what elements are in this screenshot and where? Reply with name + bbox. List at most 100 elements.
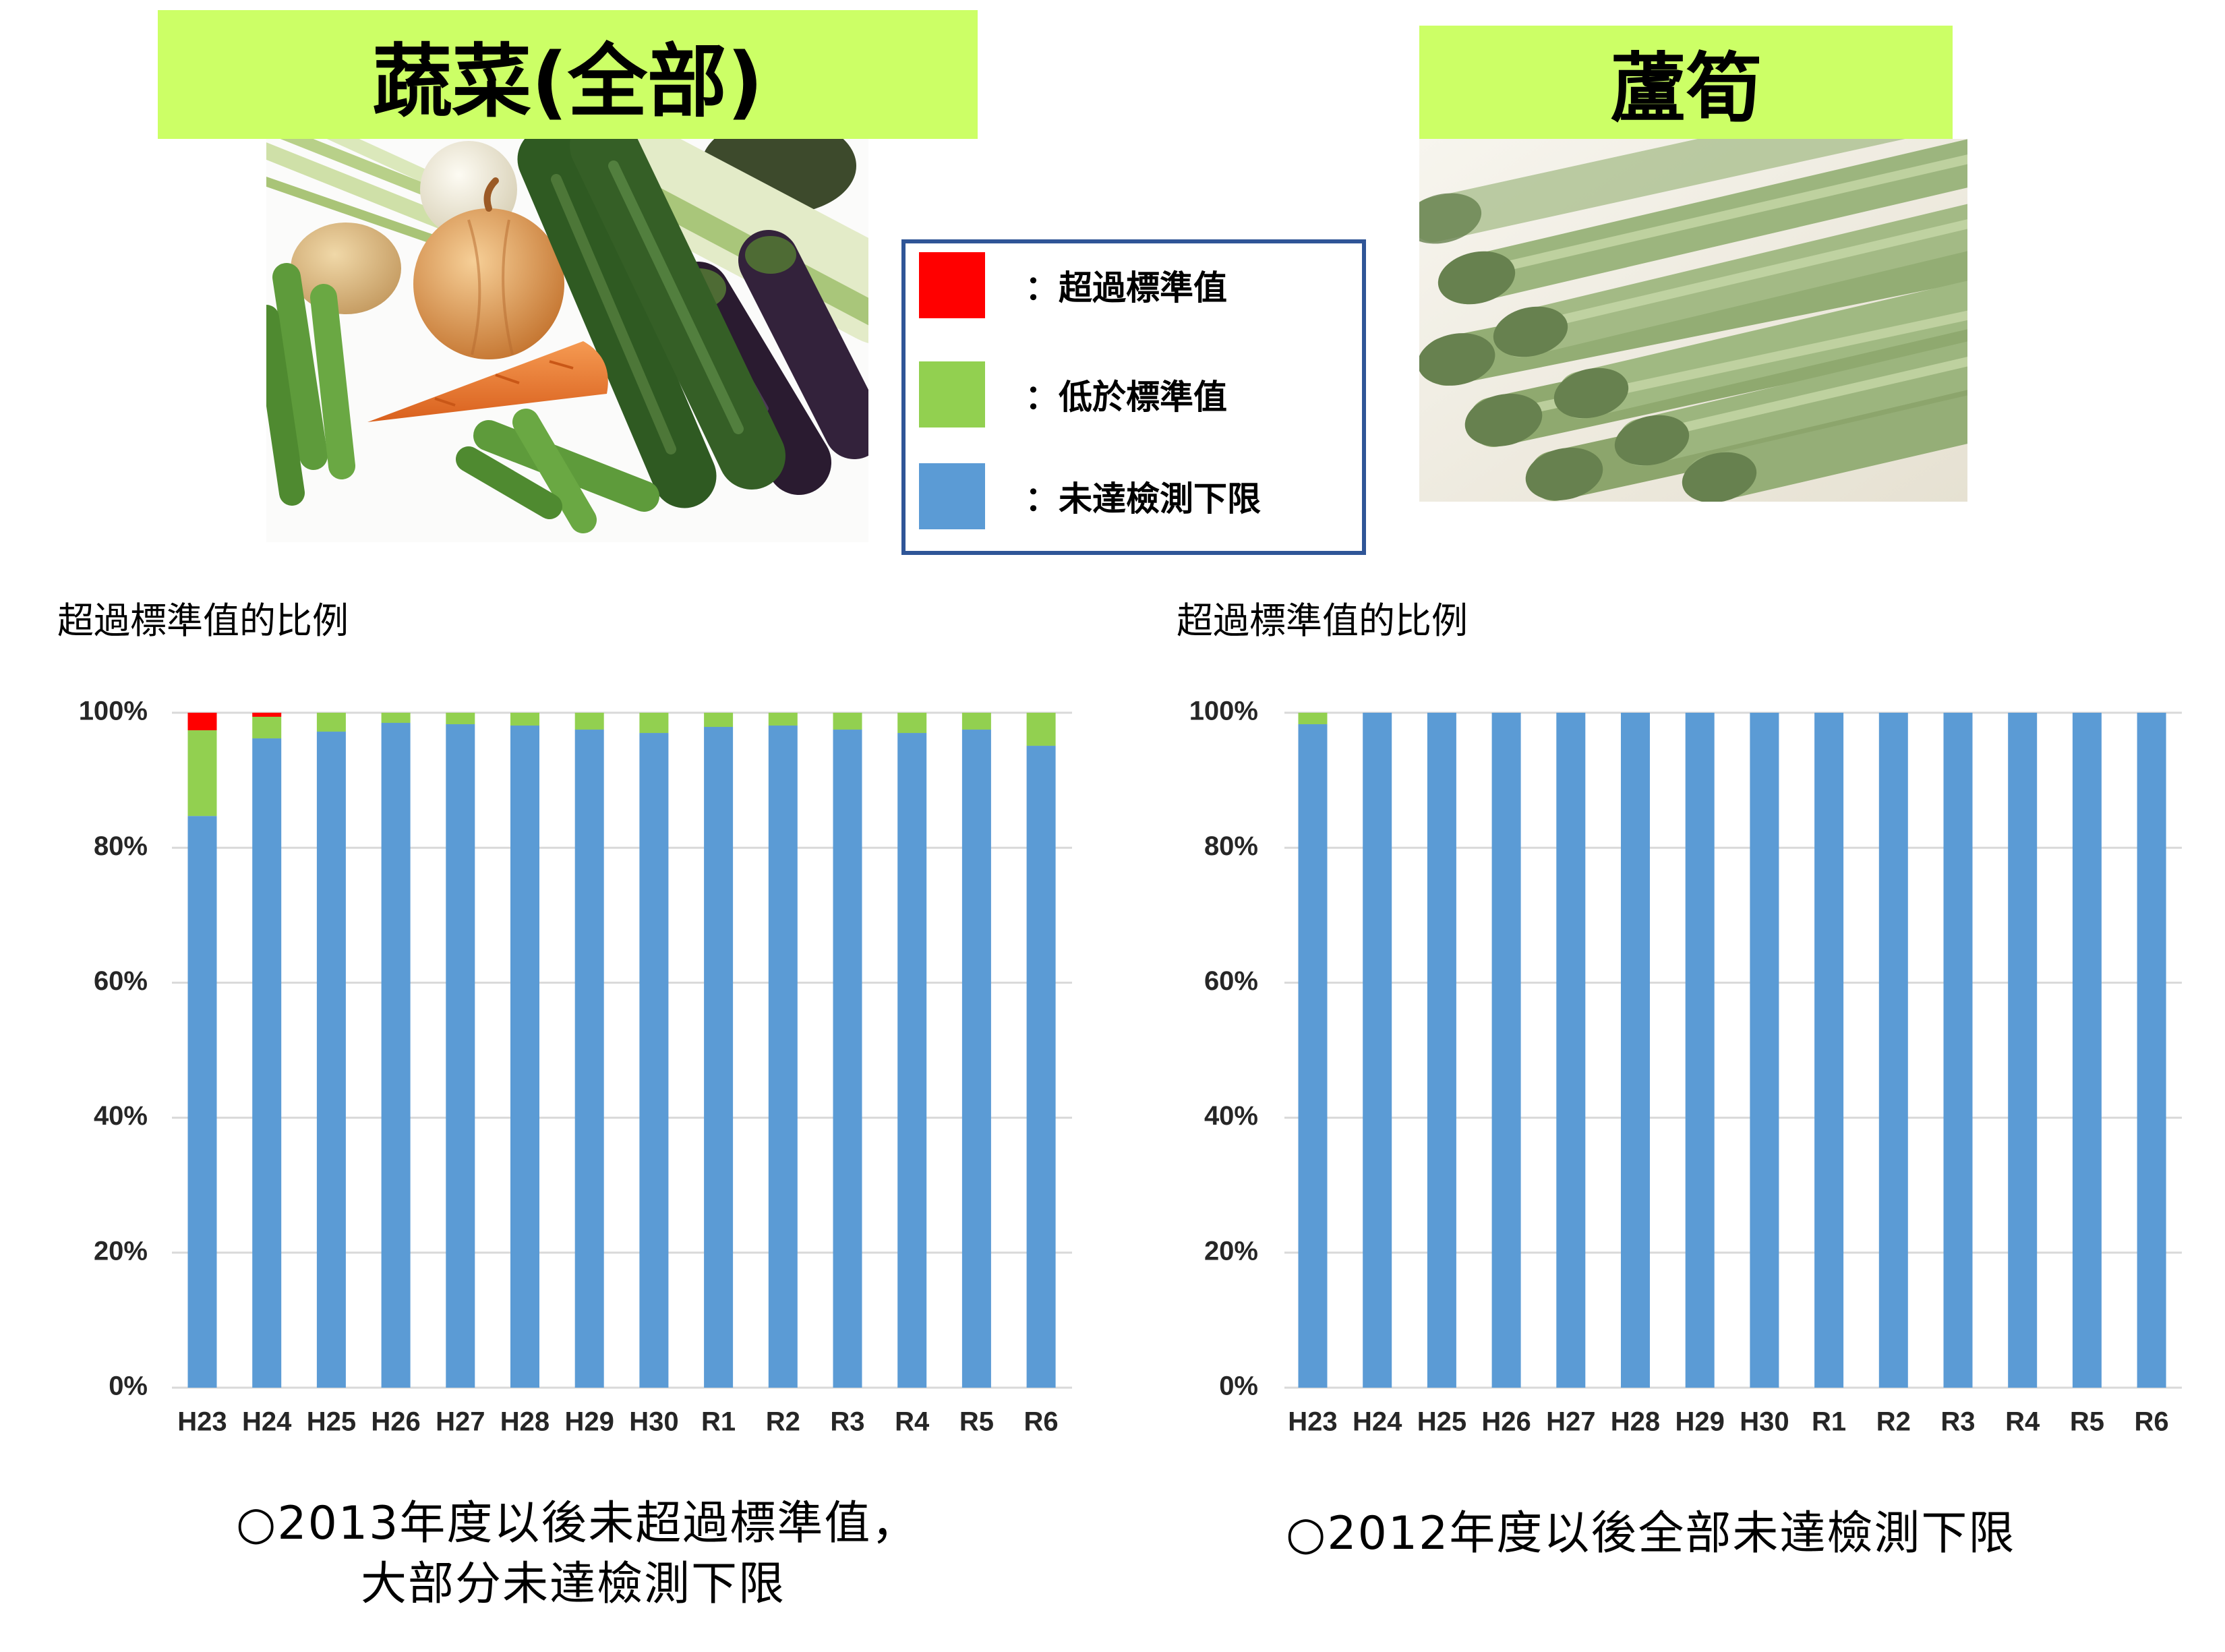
- bar-h30-not-detected: [1750, 713, 1779, 1388]
- bar-h26-not-detected: [1491, 713, 1521, 1388]
- bar-r6-not-detected: [1026, 746, 1056, 1388]
- carrot: [367, 341, 608, 422]
- bar-h26-not-detected: [381, 723, 411, 1388]
- onion: [413, 177, 564, 359]
- bar-h27-not-detected: [446, 724, 475, 1388]
- bar-r3-not-detected: [833, 730, 862, 1388]
- x-tick-label: R4: [895, 1407, 930, 1437]
- bar-h24-not-detected: [252, 738, 282, 1388]
- pea-pods-bottom: [456, 409, 659, 533]
- x-tick-label: R2: [1876, 1407, 1911, 1437]
- legend-series-name: 未達檢測下限: [1059, 479, 1261, 519]
- y-tick-label: 0%: [109, 1371, 148, 1401]
- bar-h27-below-standard: [446, 713, 475, 725]
- bar-h25-not-detected: [316, 732, 346, 1388]
- legend-item-not-detected: ：未達檢測下限: [919, 463, 1261, 529]
- y-tick-label: 40%: [94, 1101, 148, 1131]
- x-tick-label: H29: [1675, 1407, 1725, 1437]
- x-tick-label: R6: [2135, 1407, 2169, 1437]
- vegetables-photo: [266, 139, 868, 542]
- bar-r4-not-detected: [897, 733, 927, 1388]
- bar-h29-not-detected: [1685, 713, 1715, 1388]
- caption-line-2: 大部分未達檢測下限: [360, 1558, 785, 1611]
- legend-swatch-blue: [919, 463, 985, 529]
- asparagus-stacked-bar-chart: 0% 20% 40% 60% 80% 100% H23 H24 H25 H26 H27 H28 H29 H…: [1189, 697, 2182, 1437]
- x-tick-label: H24: [1353, 1407, 1402, 1437]
- bar-h23-not-detected: [187, 816, 217, 1388]
- y-tick-label: 20%: [1204, 1236, 1258, 1266]
- bar-h24-below-standard: [252, 717, 282, 739]
- y-tick-label: 60%: [94, 966, 148, 996]
- bar-r2-not-detected: [768, 726, 798, 1388]
- y-tick-label: 80%: [1204, 831, 1258, 861]
- vegetables-illustration: [266, 139, 868, 542]
- bar-h26-below-standard: [381, 713, 411, 724]
- asparagus-tips: [1419, 193, 1757, 502]
- x-tick-label: R1: [1812, 1407, 1846, 1437]
- bar-r5-below-standard: [961, 713, 991, 730]
- heading-asparagus: 蘆筍: [1419, 26, 1953, 139]
- x-tick-label: R3: [830, 1407, 864, 1437]
- bar-r3-below-standard: [833, 713, 862, 730]
- x-tick-label: H28: [1611, 1407, 1660, 1437]
- bar-r3-not-detected: [1943, 713, 1973, 1388]
- x-tick-label: R6: [1024, 1407, 1059, 1437]
- x-tick-label: H27: [436, 1407, 485, 1437]
- x-tick-label: H24: [242, 1407, 292, 1437]
- bar-r5-not-detected: [2072, 713, 2102, 1388]
- vegetables-chart-ylabel: 超過標準值的比例: [57, 599, 349, 642]
- bar-r6-below-standard: [1026, 713, 1056, 746]
- bar-h25-not-detected: [1427, 713, 1456, 1388]
- bar-h29-not-detected: [574, 730, 604, 1388]
- y-tick-label: 20%: [94, 1236, 148, 1266]
- legend-separator: ：: [1025, 479, 1059, 519]
- bar-h30-not-detected: [639, 733, 669, 1388]
- legend-separator: ：: [1025, 378, 1059, 417]
- bar-r5-not-detected: [961, 730, 991, 1388]
- x-tick-label: H28: [500, 1407, 550, 1437]
- bar-h27-not-detected: [1556, 713, 1586, 1388]
- legend: ：超過標準值 ：低於標準值 ：未達檢測下限: [901, 239, 1366, 555]
- x-tick-label: R1: [701, 1407, 736, 1437]
- legend-item-exceeds: ：超過標準值: [919, 252, 1227, 318]
- bar-r1-not-detected: [1814, 713, 1844, 1388]
- bar-h24-exceeds: [252, 713, 282, 717]
- x-tick-label: H23: [177, 1407, 227, 1437]
- x-tick-label: R5: [2070, 1407, 2104, 1437]
- y-tick-label: 80%: [94, 831, 148, 861]
- bar-r4-below-standard: [897, 713, 927, 734]
- x-tick-label: H23: [1288, 1407, 1337, 1437]
- x-tick-label: R4: [2005, 1407, 2040, 1437]
- caption-asparagus: ○2012年度以後全部未達檢測下限: [1286, 1507, 2016, 1560]
- bar-h24-not-detected: [1363, 713, 1392, 1388]
- bar-h23-not-detected: [1298, 724, 1328, 1388]
- bar-h25-below-standard: [316, 713, 346, 732]
- legend-label-below-standard: ：低於標準值: [1025, 370, 1227, 419]
- legend-label-exceeds: ：超過標準值: [1025, 261, 1227, 309]
- legend-series-name: 低於標準值: [1059, 378, 1227, 417]
- bar-h23-exceeds: [187, 713, 217, 731]
- bar-h23-below-standard: [1298, 713, 1328, 725]
- caption-line-1: ○2013年度以後未超過標準值，: [236, 1497, 919, 1550]
- bar-r1-below-standard: [704, 713, 734, 728]
- x-tick-label: H30: [629, 1407, 678, 1437]
- potato: [291, 223, 401, 314]
- x-tick-label: H26: [1481, 1407, 1531, 1437]
- bar-h29-below-standard: [574, 713, 604, 730]
- y-tick-label: 40%: [1204, 1101, 1258, 1131]
- x-tick-label: H27: [1546, 1407, 1595, 1437]
- legend-label-not-detected: ：未達檢測下限: [1025, 472, 1261, 521]
- y-tick-label: 100%: [79, 697, 148, 726]
- bar-h30-below-standard: [639, 713, 669, 734]
- bar-r2-not-detected: [1878, 713, 1908, 1388]
- x-tick-label: H26: [371, 1407, 420, 1437]
- bar-r2-below-standard: [768, 713, 798, 726]
- bar-h28-below-standard: [510, 713, 539, 726]
- bar-r4-not-detected: [2008, 713, 2038, 1388]
- legend-swatch-red: [919, 252, 985, 318]
- asparagus-illustration: [1419, 139, 1967, 502]
- heading-vegetables: 蔬菜(全部): [158, 10, 978, 139]
- vegetables-stacked-bar-chart: 0% 20% 40% 60% 80% 100% H23 H24 H25 H26 H27 H28 H29 H…: [79, 697, 1072, 1437]
- x-tick-label: H29: [565, 1407, 614, 1437]
- x-tick-label: H25: [1417, 1407, 1466, 1437]
